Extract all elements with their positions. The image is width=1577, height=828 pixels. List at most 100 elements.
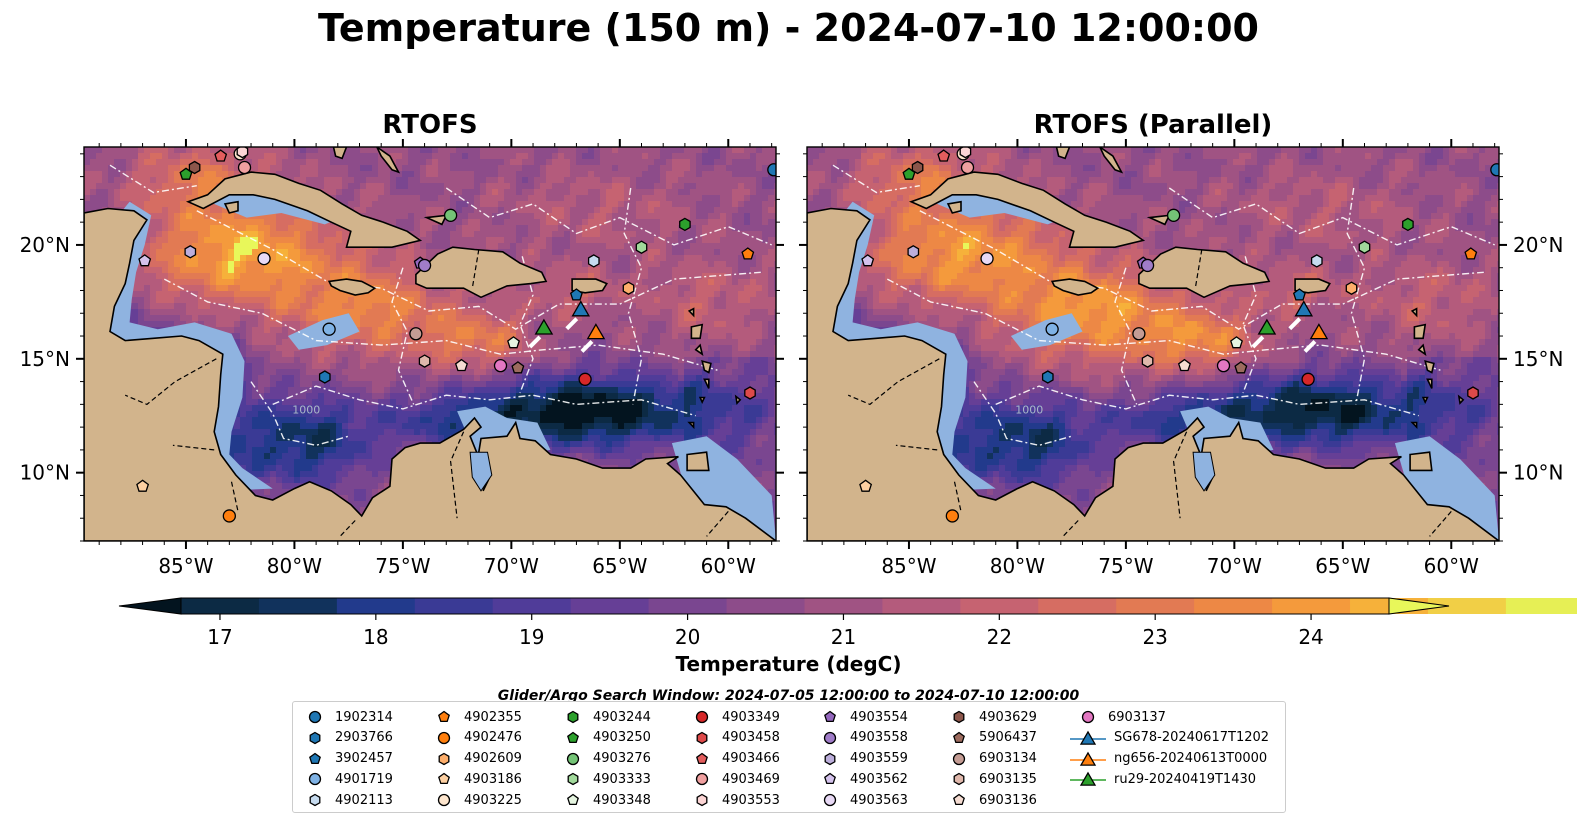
legend-hexagon-icon[interactable] <box>567 773 579 786</box>
obs-marker-4903186[interactable] <box>859 479 873 492</box>
obs-marker-6903134[interactable] <box>1132 327 1146 341</box>
legend-circle-icon[interactable] <box>823 794 837 807</box>
legend-triangle-icon[interactable] <box>1079 771 1097 787</box>
obs-marker-2903766[interactable] <box>1041 370 1054 384</box>
obs-marker-4902476[interactable] <box>222 509 236 523</box>
legend-circle-icon[interactable] <box>1081 710 1095 724</box>
obs-marker-4903553[interactable] <box>959 146 972 159</box>
obs-marker-5906437[interactable] <box>511 361 525 374</box>
obs-marker-4903466[interactable] <box>937 149 951 162</box>
legend-circle-icon[interactable] <box>308 773 322 786</box>
obs-marker-4903562[interactable] <box>861 254 875 267</box>
legend-triangle-icon[interactable] <box>1079 751 1097 766</box>
legend-pentagon-icon[interactable] <box>953 793 965 806</box>
obs-marker-3902457[interactable] <box>569 288 583 301</box>
legend-hexagon-icon[interactable] <box>696 793 708 807</box>
obs-marker-4903244[interactable] <box>679 217 691 232</box>
obs-marker-4903559[interactable] <box>907 245 920 259</box>
obs-marker-4903349[interactable] <box>578 372 592 386</box>
obs-marker-5906437[interactable] <box>1234 361 1248 374</box>
obs-marker-4903348[interactable] <box>1230 336 1243 349</box>
legend-pentagon-icon[interactable] <box>824 710 836 723</box>
legend-circle-icon[interactable] <box>437 731 451 744</box>
legend-circle-icon[interactable] <box>437 794 451 807</box>
legend-entry: 4902476 <box>424 728 522 748</box>
obs-marker-4901719[interactable] <box>322 322 336 336</box>
obs-marker-SG678-20240617T1202[interactable] <box>1294 300 1314 317</box>
legend-hexagon-icon[interactable] <box>953 773 965 786</box>
legend-circle-icon[interactable] <box>823 731 837 744</box>
obs-marker-6903136[interactable] <box>454 358 468 372</box>
obs-marker-4902476[interactable] <box>945 509 959 523</box>
legend-hexagon-icon[interactable] <box>567 710 579 724</box>
obs-marker-4903559[interactable] <box>184 245 197 259</box>
obs-marker-6903135[interactable] <box>418 354 431 368</box>
legend-pentagon-icon[interactable] <box>824 773 836 785</box>
obs-marker-4903348[interactable] <box>507 336 520 349</box>
obs-marker-6903134[interactable] <box>409 327 423 341</box>
obs-marker-6903135[interactable] <box>1141 354 1154 368</box>
legend-circle-icon[interactable] <box>695 710 709 724</box>
legend-pentagon-icon[interactable] <box>953 731 965 743</box>
legend-triangle-icon[interactable] <box>1079 730 1097 745</box>
obs-marker-1902314[interactable] <box>1490 163 1503 177</box>
obs-marker-4902609[interactable] <box>622 281 635 295</box>
obs-marker-4903629[interactable] <box>911 160 924 175</box>
legend-pentagon-icon[interactable] <box>309 752 321 764</box>
obs-marker-1902314[interactable] <box>767 163 780 177</box>
obs-marker-4903469[interactable] <box>960 160 975 175</box>
obs-marker-ng656-20240613T0000[interactable] <box>586 323 606 340</box>
map-panel-rtofs[interactable]: 1000 85°W 80°W 75°W 70°W 65°W 60°W 10°N 15°N 20°N <box>20 139 784 578</box>
obs-marker-4902113[interactable] <box>587 254 600 268</box>
legend-circle-icon[interactable] <box>695 773 709 786</box>
obs-marker-ru29-20240419T1430[interactable] <box>1257 318 1277 335</box>
obs-marker-4903276[interactable] <box>1166 208 1181 222</box>
obs-marker-2903766[interactable] <box>318 370 331 384</box>
legend-hexagon-icon[interactable] <box>824 752 836 765</box>
obs-marker-4902355[interactable] <box>741 247 755 260</box>
obs-marker-SG678-20240617T1202[interactable] <box>571 300 591 317</box>
obs-marker-4903349[interactable] <box>1301 372 1315 386</box>
obs-marker-4902113[interactable] <box>1310 254 1323 268</box>
legend-pentagon-icon[interactable] <box>696 752 708 764</box>
obs-marker-3902457[interactable] <box>1292 288 1306 301</box>
obs-marker-ng656-20240613T0000[interactable] <box>1309 323 1329 340</box>
obs-marker-4903276[interactable] <box>443 208 458 222</box>
obs-marker-4903553[interactable] <box>236 146 249 159</box>
obs-marker-4903244[interactable] <box>1402 217 1414 232</box>
obs-marker-4903563[interactable] <box>980 251 994 266</box>
obs-marker-4903458[interactable] <box>744 386 756 400</box>
obs-marker-4903563[interactable] <box>257 251 271 266</box>
legend-circle-icon[interactable] <box>308 710 322 724</box>
obs-marker-ru29-20240419T1430[interactable] <box>534 318 554 335</box>
legend-pentagon-icon[interactable] <box>438 710 450 723</box>
obs-marker-4903458[interactable] <box>1467 386 1479 400</box>
obs-marker-4903558[interactable] <box>417 258 432 273</box>
obs-marker-6903137[interactable] <box>1216 358 1231 373</box>
obs-marker-4903469[interactable] <box>237 160 252 175</box>
legend-circle-icon[interactable] <box>566 752 580 765</box>
legend-pentagon-icon[interactable] <box>567 793 579 806</box>
obs-marker-4903333[interactable] <box>635 240 648 254</box>
legend-hexagon-icon[interactable] <box>309 731 321 745</box>
obs-marker-4903629[interactable] <box>188 160 201 175</box>
obs-marker-4903558[interactable] <box>1140 258 1155 273</box>
legend-circle-icon[interactable] <box>952 752 966 765</box>
legend-hexagon-icon[interactable] <box>696 731 708 745</box>
legend-pentagon-icon[interactable] <box>438 773 450 785</box>
legend-hexagon-icon[interactable] <box>953 710 965 724</box>
obs-marker-6903136[interactable] <box>1177 358 1191 372</box>
obs-marker-4903333[interactable] <box>1358 240 1371 254</box>
map-panel-rtofs-parallel[interactable]: 1000 85°W 80°W 75°W 70°W 65°W 60°W 10°N 15°N 20°N <box>799 139 1563 578</box>
obs-marker-4902609[interactable] <box>1345 281 1358 295</box>
obs-marker-6903137[interactable] <box>493 358 508 373</box>
legend-hexagon-icon[interactable] <box>438 752 450 765</box>
obs-marker-4903466[interactable] <box>214 149 228 162</box>
obs-marker-4903186[interactable] <box>136 479 150 492</box>
obs-marker-4902355[interactable] <box>1464 247 1478 260</box>
legend-entry: 6903136 <box>939 790 1037 810</box>
legend-hexagon-icon[interactable] <box>309 793 321 807</box>
legend-pentagon-icon[interactable] <box>567 731 579 743</box>
obs-marker-4901719[interactable] <box>1045 322 1059 336</box>
obs-marker-4903562[interactable] <box>138 254 152 267</box>
